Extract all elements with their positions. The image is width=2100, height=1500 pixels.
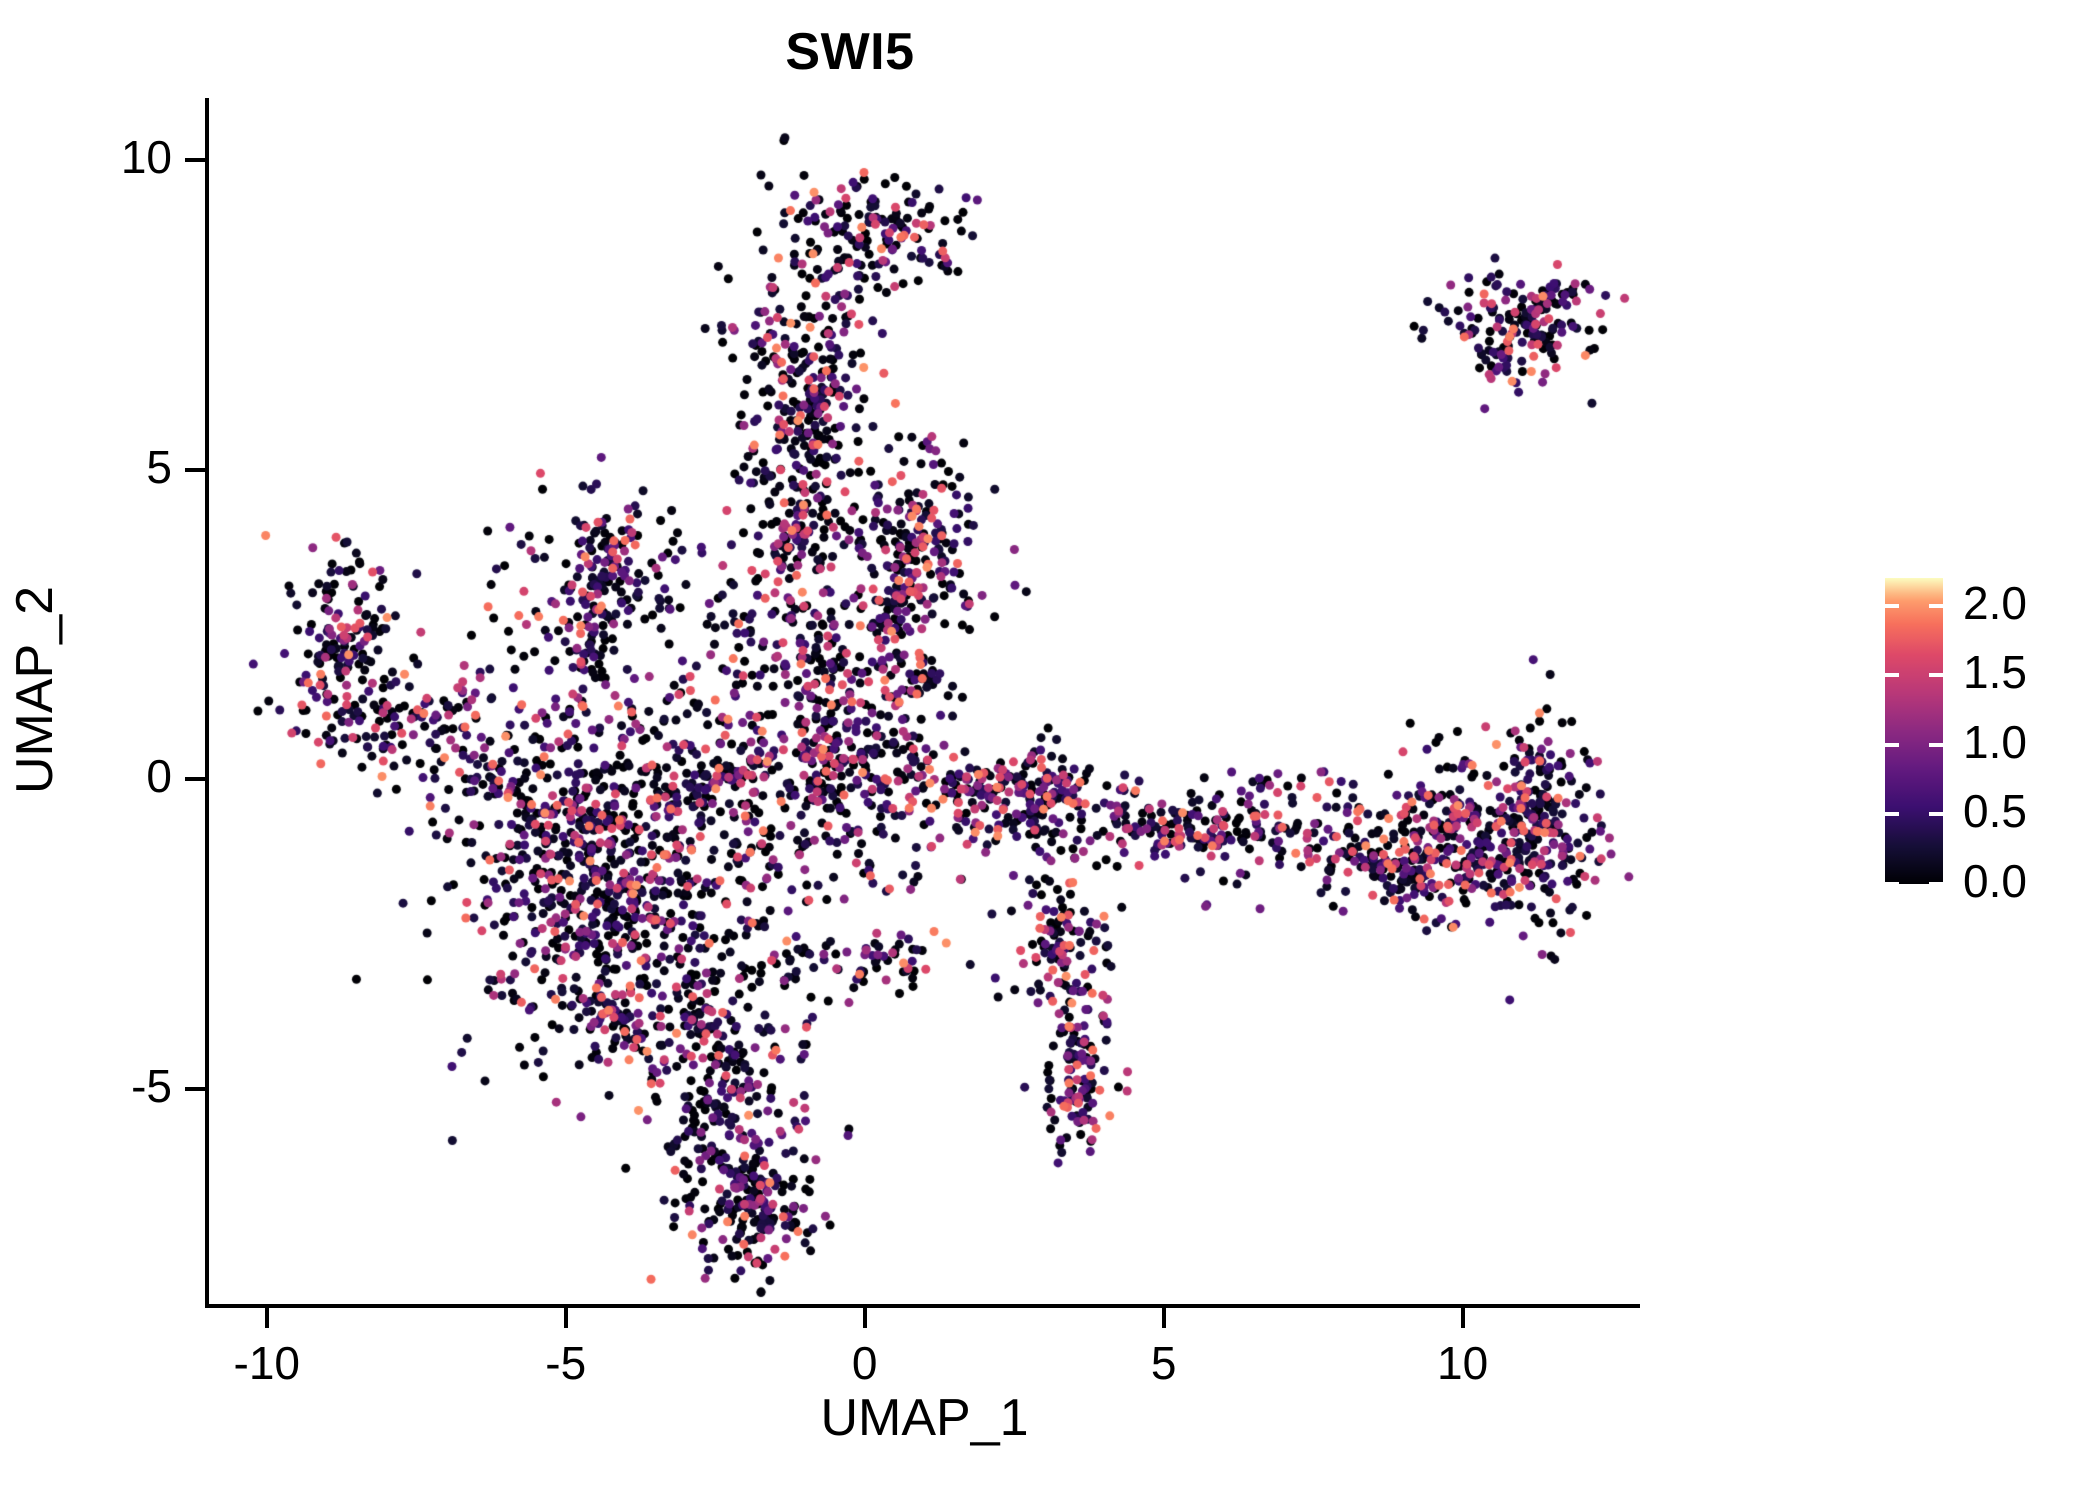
y-tick-label: 0 (146, 750, 172, 803)
colorbar-tick-label: 1.5 (1963, 646, 2027, 699)
y-tick-mark (185, 157, 205, 162)
colorbar-tick-label: 0.0 (1963, 855, 2027, 907)
y-tick-label: 5 (146, 440, 172, 493)
colorbar-tick-label: 2.0 (1963, 576, 2027, 629)
scatter-points (207, 98, 1642, 1306)
plot-panel (207, 98, 1642, 1306)
x-tick-mark (1161, 1308, 1166, 1328)
colorbar-tick-mark (1885, 882, 1899, 886)
y-tick-mark (185, 777, 205, 782)
x-tick-label: -5 (545, 1337, 587, 1389)
x-tick-label: -10 (233, 1337, 301, 1389)
x-tick-mark (563, 1308, 568, 1328)
x-tick-label: 5 (1150, 1337, 1177, 1389)
x-axis-label: UMAP_1 (820, 1389, 1029, 1447)
y-tick-mark (185, 467, 205, 472)
x-tick-label: 10 (1437, 1337, 1489, 1389)
colorbar-tick-mark (1885, 742, 1899, 747)
x-tick-mark (1460, 1308, 1465, 1328)
colorbar-tick-mark (1929, 673, 1943, 678)
colorbar-tick-mark (1929, 742, 1943, 747)
colorbar-tick-mark (1885, 673, 1899, 678)
x-tick-mark (264, 1308, 269, 1328)
colorbar-tick-mark (1929, 882, 1943, 886)
y-tick-label: 10 (120, 130, 172, 183)
y-axis-label: UMAP_2 (6, 585, 64, 795)
colorbar-tick-label: 1.0 (1963, 715, 2027, 768)
x-axis-line (205, 1304, 1640, 1308)
x-tick-mark (862, 1308, 867, 1328)
colorbar-tick-mark (1885, 603, 1899, 608)
colorbar-tick-mark (1929, 603, 1943, 608)
colorbar-tick-label: 0.5 (1963, 785, 2027, 838)
colorbar-legend: 2.0 1.5 1.0 0.5 0.0 (1885, 576, 2085, 907)
colorbar-tick-mark (1929, 812, 1943, 817)
y-tick-label: -5 (131, 1060, 172, 1113)
colorbar-gradient (1885, 578, 1943, 884)
x-tick-label: 0 (851, 1337, 878, 1389)
y-tick-mark (185, 1087, 205, 1092)
colorbar-tick-mark (1885, 812, 1899, 817)
page-title: SWI5 (785, 23, 915, 81)
